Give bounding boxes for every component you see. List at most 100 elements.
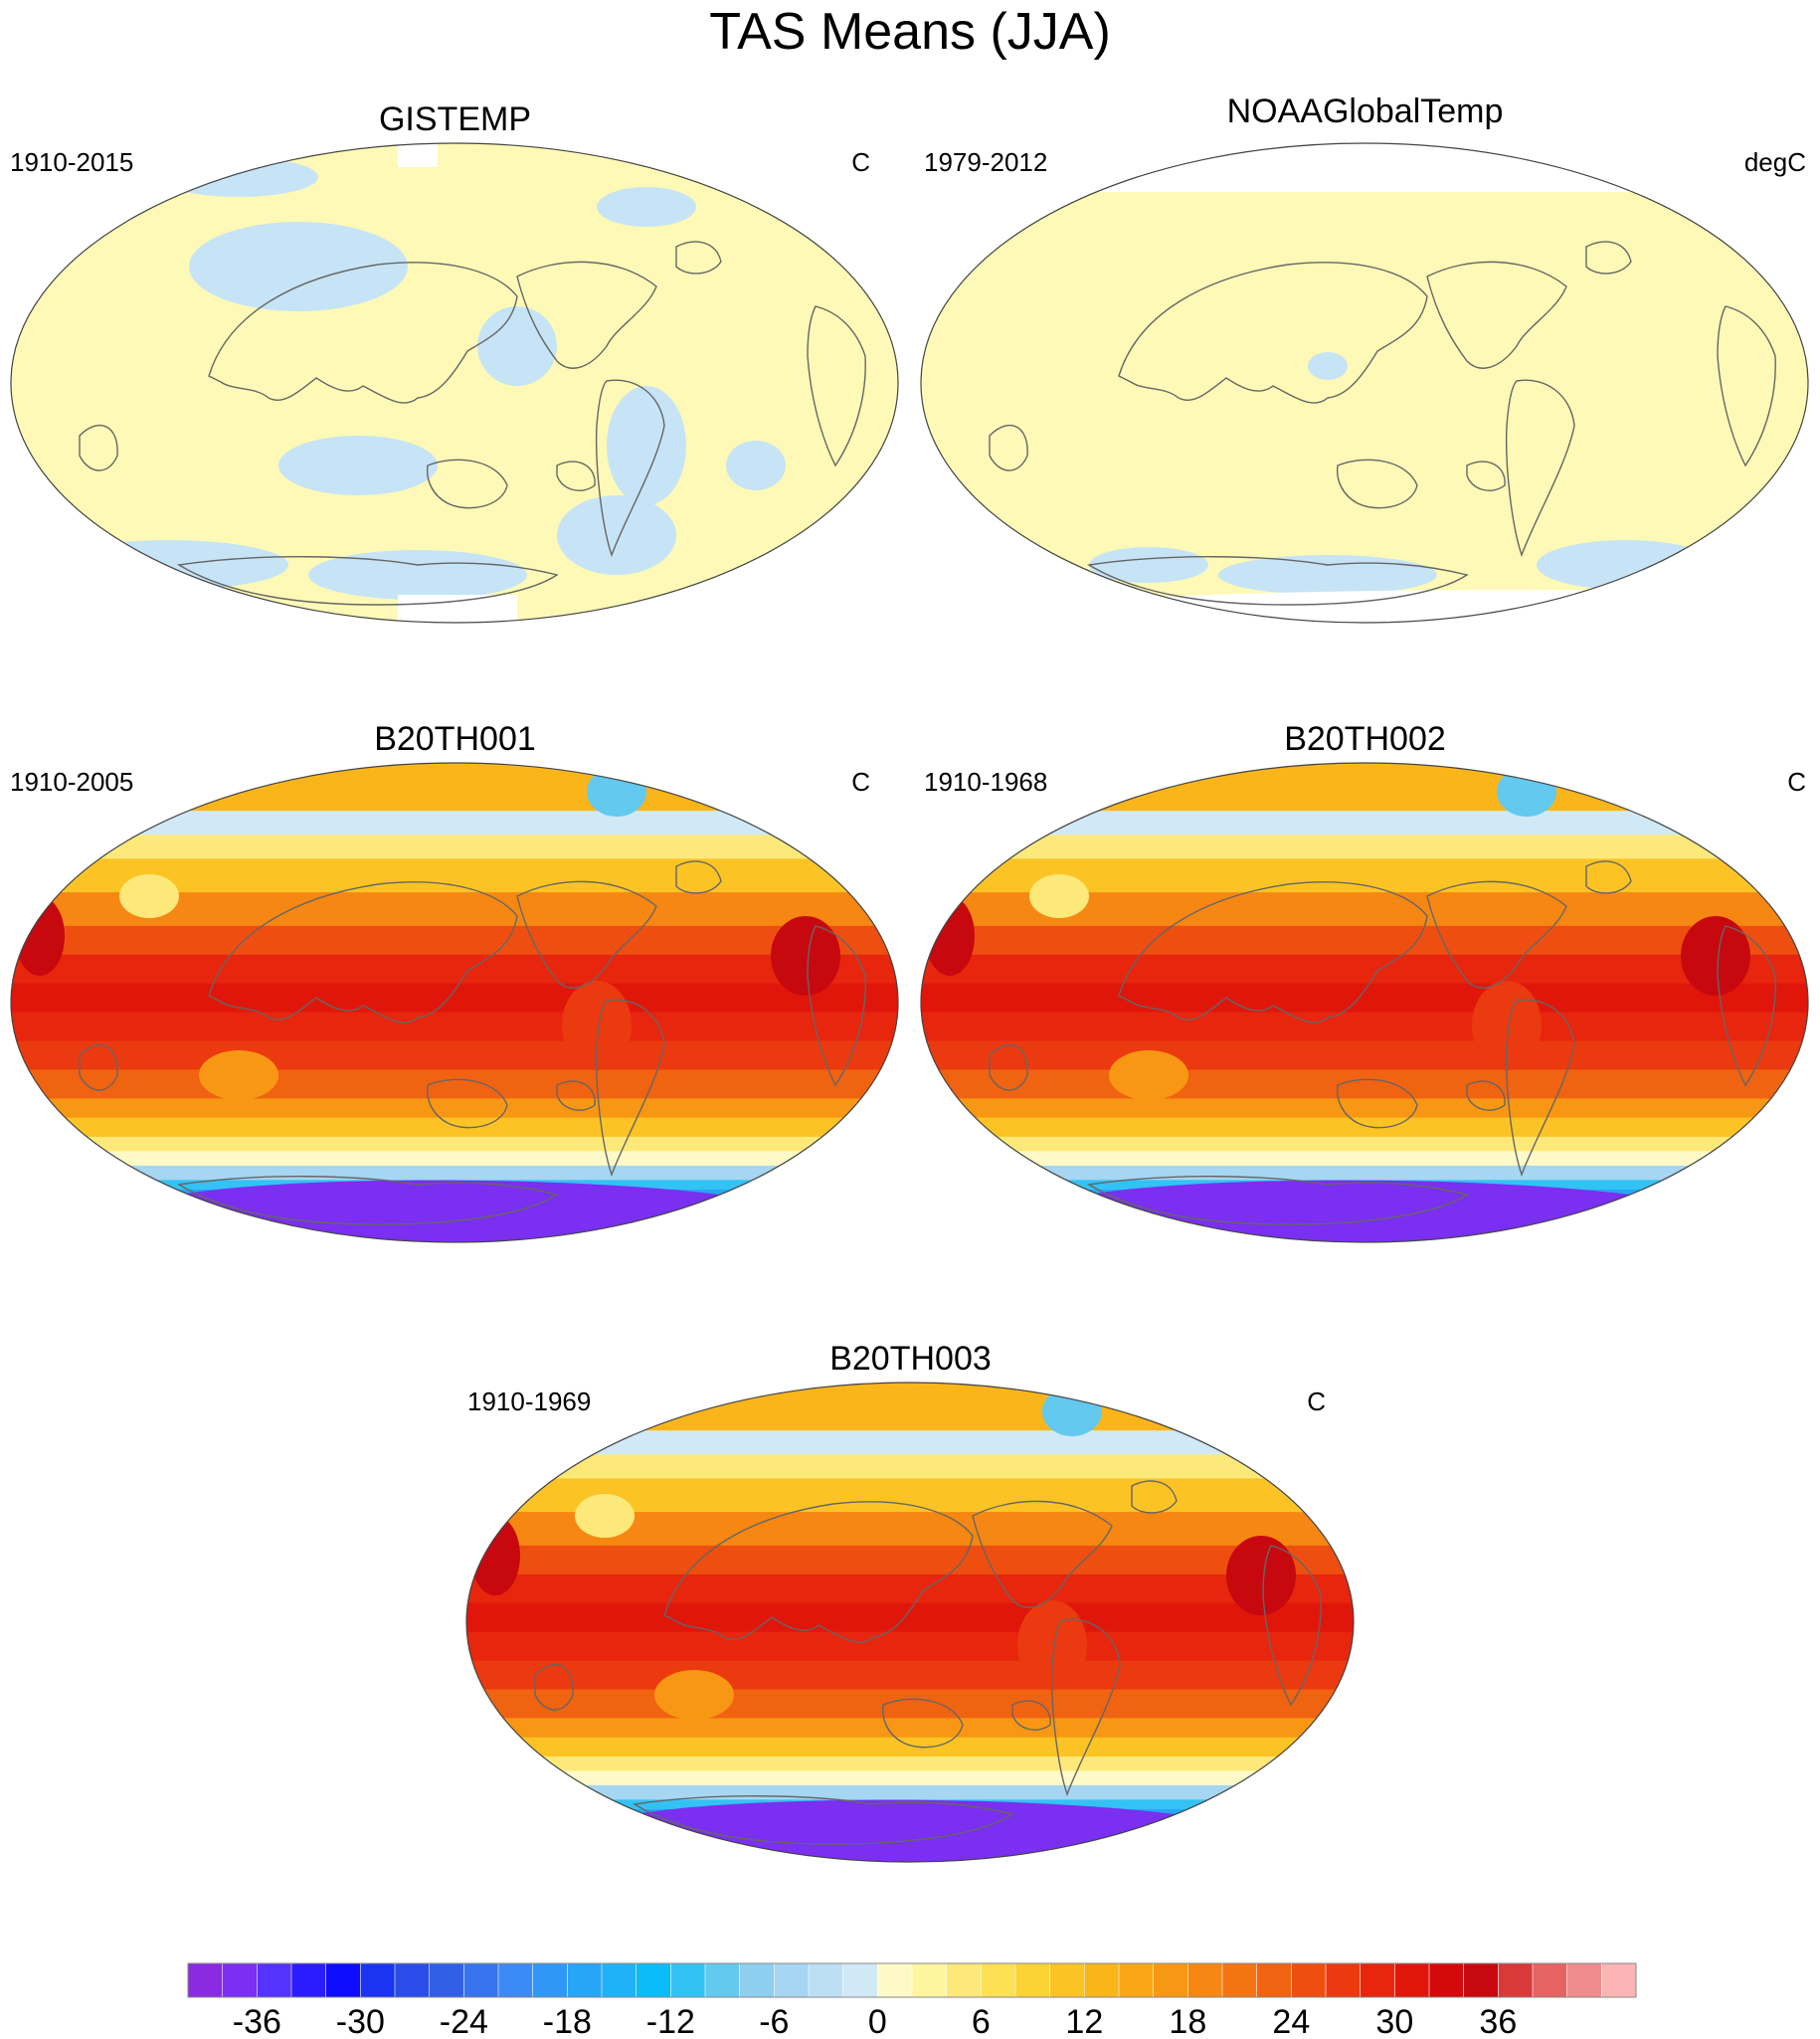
panel-noaa: NOAAGlobalTemp 1979-2012 degC [910, 92, 1820, 698]
coastline [632, 1795, 1014, 1845]
temperature-band [466, 1784, 1354, 1801]
colorbar-box [739, 1962, 776, 1998]
colorbar-box [670, 1962, 706, 1998]
panel-period: 1979-2012 [924, 147, 1048, 177]
below-region [159, 157, 318, 197]
tibet-region [575, 1494, 635, 1538]
figure-title: TAS Means (JJA) [709, 3, 1111, 61]
coastline [1505, 379, 1575, 558]
colorbar-tick-label: -30 [336, 2003, 385, 2039]
temperature-band [466, 1770, 1354, 1786]
temperature-band [466, 1383, 1354, 1432]
coastline [1118, 881, 1428, 1023]
coastline [595, 379, 665, 558]
map-b20th001 [10, 762, 899, 1243]
colorbar-box [1498, 1962, 1534, 1998]
coastline [989, 1043, 1028, 1091]
panel-title: B20TH003 [829, 1340, 992, 1378]
colorbar-box [877, 1962, 913, 1998]
colorbar-tick-label: -24 [440, 2003, 488, 2039]
missing-data-region [921, 590, 1808, 623]
coastline [595, 999, 665, 1178]
panel-period: 1910-2005 [10, 767, 134, 797]
australia-region [199, 1050, 278, 1100]
temperature-band [466, 1545, 1354, 1576]
panel-title: NOAAGlobalTemp [1226, 93, 1504, 130]
panel-units: C [1787, 767, 1806, 797]
coastline [79, 1043, 118, 1091]
below-region [1089, 547, 1208, 583]
coastline [1050, 1618, 1121, 1797]
coastline [881, 1698, 964, 1749]
panel-title: GISTEMP [378, 100, 532, 138]
coastline [1585, 860, 1632, 894]
temperature-band [466, 1689, 1354, 1720]
colorbar-box [1084, 1962, 1120, 1998]
coastline [426, 459, 508, 509]
temperature-band [921, 1069, 1808, 1100]
colorbar-box [497, 1962, 534, 1998]
below-region [477, 306, 557, 386]
colorbar-box [567, 1962, 603, 1998]
colorbar-tick-label: -18 [543, 2003, 592, 2039]
colorbar-box [1049, 1962, 1086, 1998]
colorbar-box [1360, 1962, 1396, 1998]
australia-region [1109, 1050, 1188, 1100]
coastline [1717, 925, 1776, 1087]
colorbar-box [1325, 1962, 1362, 1998]
map-frame [920, 142, 1809, 624]
colorbar-box [636, 1962, 672, 1998]
colorbar-box [394, 1962, 431, 1998]
sahara-region [771, 916, 840, 996]
coastline [516, 880, 657, 989]
amazon-region [1472, 981, 1542, 1070]
colorbar-frame [187, 1962, 1637, 1998]
temperature-band [466, 1574, 1354, 1604]
colorbar-tick-label: -12 [646, 2003, 695, 2039]
colorbar-tick-label: -6 [759, 2003, 789, 2039]
sahara-region [1226, 1536, 1296, 1615]
missing-data-region [921, 143, 1808, 192]
colorbar-box [532, 1962, 569, 1998]
greenland-region [1042, 1387, 1102, 1436]
temperature-band [466, 1602, 1354, 1633]
temperature-band [11, 811, 898, 836]
temperature-band [11, 954, 898, 985]
panel-period: 1910-1969 [467, 1387, 592, 1416]
coastline [972, 1500, 1113, 1608]
panel-title: B20TH001 [374, 720, 536, 758]
temperature-band [921, 1098, 1808, 1119]
map-field [921, 763, 1808, 1242]
colorbar-box [1256, 1962, 1293, 1998]
coastline [807, 305, 866, 467]
colorbar-box [290, 1962, 327, 1998]
colorbar-tick-label: 36 [1479, 2003, 1517, 2039]
below-region [1218, 555, 1437, 595]
colorbar-box [1463, 1962, 1500, 1998]
temperature-band [11, 983, 898, 1014]
colorbar-box [1118, 1962, 1155, 1998]
colorbar-box [1601, 1962, 1637, 1998]
colorbar-tick-label: 24 [1272, 2003, 1310, 2039]
temperature-band [921, 1151, 1808, 1167]
coastline [663, 1501, 974, 1643]
temperature-band [11, 763, 898, 813]
coastline [79, 424, 118, 471]
temperature-band [11, 1069, 898, 1100]
colorbar-box [463, 1962, 499, 1998]
temperature-band [11, 1098, 898, 1119]
colorbar-box [1566, 1962, 1603, 1998]
coastline [1426, 261, 1567, 369]
temperature-band [466, 1454, 1354, 1480]
coastline [176, 556, 559, 606]
temperature-band [11, 1117, 898, 1138]
coastline [426, 1078, 508, 1129]
temperature-band [466, 1756, 1354, 1772]
below-region [278, 436, 438, 495]
coastline [1011, 1700, 1051, 1731]
panel-b20th003: B20TH003 1910-1969 C [455, 1331, 1365, 1938]
colorbar-tick-label: 18 [1169, 2003, 1206, 2039]
map-field [921, 143, 1808, 623]
panel-gistemp: GISTEMP 1910-2015 C [0, 92, 910, 698]
amazon-region [562, 981, 632, 1070]
